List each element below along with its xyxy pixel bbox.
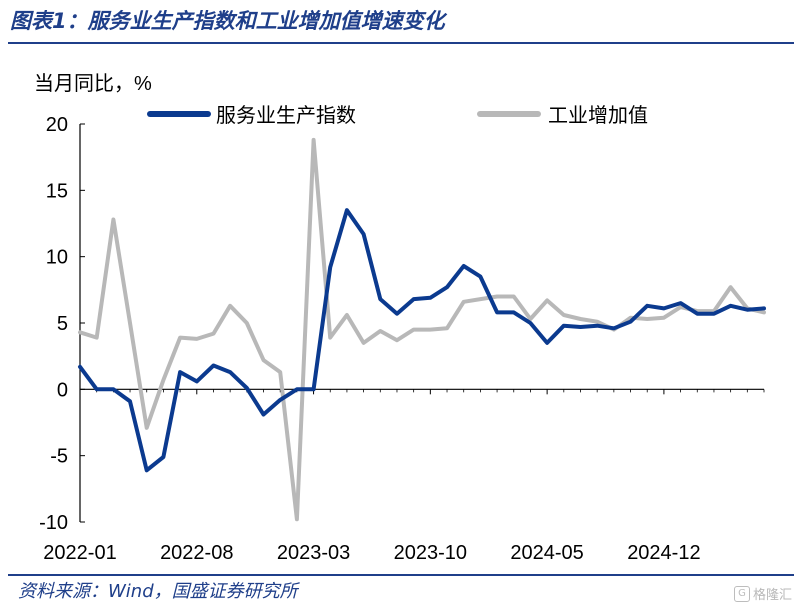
y-tick-label: 0 xyxy=(57,379,68,401)
legend-label-0: 服务业生产指数 xyxy=(216,104,356,127)
watermark-text: 格隆汇 xyxy=(752,588,792,603)
x-tick-label: 2023-10 xyxy=(394,542,467,564)
chart-legend: 服务业生产指数 工业增加值 xyxy=(147,104,648,127)
series-line-0 xyxy=(78,208,766,473)
footer-divider xyxy=(8,574,794,576)
x-tick-label: 2022-01 xyxy=(43,542,116,564)
source-note: 资料来源：Wind，国盛证券研究所 xyxy=(18,581,298,602)
y-tick-label: 5 xyxy=(57,313,68,335)
title-divider xyxy=(8,42,794,44)
y-axis-label: 当月同比，% xyxy=(34,72,152,95)
y-tick-label: 15 xyxy=(46,180,68,202)
watermark: G 格隆汇 xyxy=(733,584,792,603)
y-tick-label: -5 xyxy=(50,446,68,468)
watermark-logo-icon: G xyxy=(733,585,750,602)
x-tick-label: 2024-12 xyxy=(627,542,700,564)
x-tick-label: 2024-05 xyxy=(510,542,583,564)
y-tick-label: -10 xyxy=(39,512,68,534)
y-tick-label: 20 xyxy=(46,114,68,136)
x-tick-label: 2022-08 xyxy=(160,542,233,564)
page-title: 图表1：服务业生产指数和工业增加值增速变化 xyxy=(10,9,445,33)
series-line-1 xyxy=(78,137,766,522)
plot-area: 20 15 10 5 0 -5 -10 2022-01 2022-08 2023-03 2023-1… xyxy=(39,114,766,564)
x-tick-label: 2023-03 xyxy=(277,542,350,564)
y-tick-label: 10 xyxy=(46,247,68,269)
legend-label-1: 工业增加值 xyxy=(548,104,648,127)
